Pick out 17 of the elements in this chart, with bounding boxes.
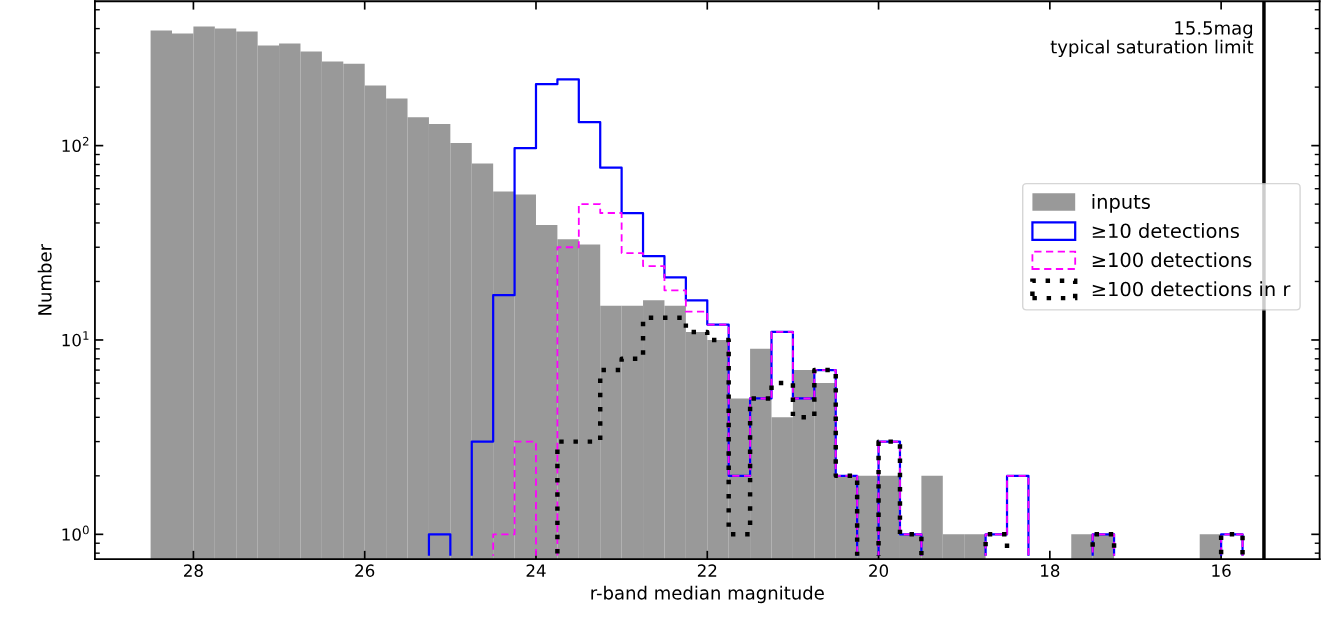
x-tick-label: 18 xyxy=(1041,564,1060,577)
y-tick-label: 10$^{2}$ xyxy=(62,136,89,153)
y-axis-title: Number xyxy=(37,243,52,315)
legend-label: ≥100 detections xyxy=(1092,252,1252,268)
legend-label: inputs xyxy=(1092,193,1150,213)
y-tick-label: 10$^{1}$ xyxy=(62,331,89,347)
x-axis-title: r-band median magnitude xyxy=(591,585,824,604)
legend-label: ≥10 detections xyxy=(1092,223,1239,239)
x-tick-label: 24 xyxy=(526,564,546,577)
x-tick-label: 28 xyxy=(184,564,203,577)
legend-label: ≥100 detections in r xyxy=(1092,281,1291,297)
y-tick-label: 10$^{0}$ xyxy=(62,525,89,541)
x-tick-label: 20 xyxy=(869,564,889,577)
ref-line-label: 15.5mag typical saturation limit xyxy=(1050,21,1254,58)
x-tick-label: 26 xyxy=(355,564,375,577)
x-tick-label: 22 xyxy=(697,564,717,577)
x-tick-label: 16 xyxy=(1212,564,1231,577)
